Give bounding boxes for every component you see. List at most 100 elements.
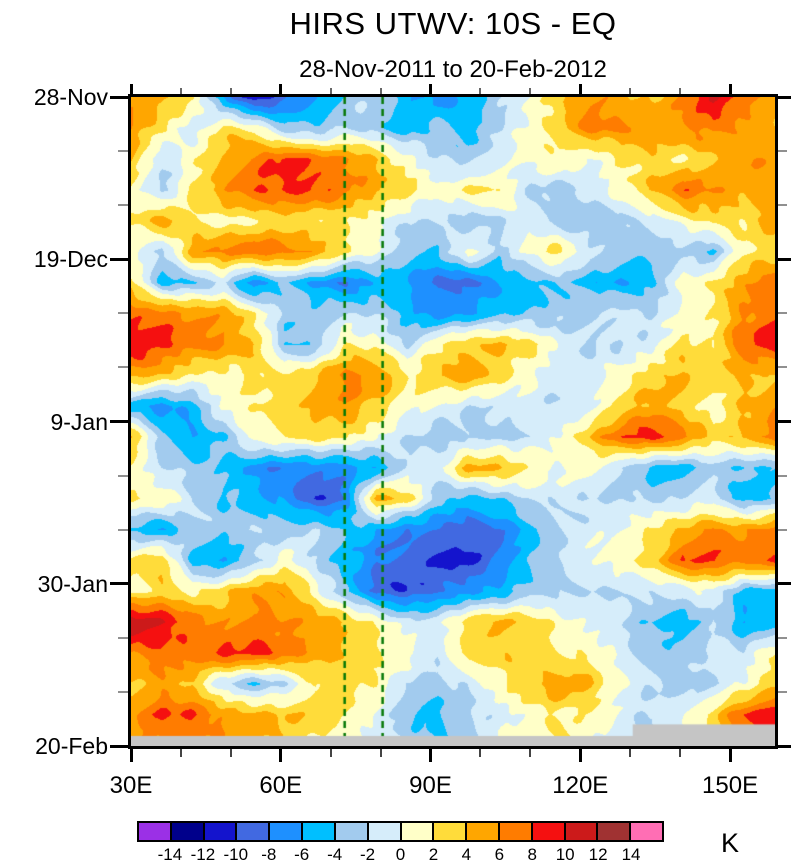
- y-minor-tick: [118, 474, 128, 477]
- y-minor-tick: [118, 150, 128, 153]
- colorbar-tick-label: -6: [294, 845, 310, 863]
- colorbar-tick-label: -4: [327, 845, 343, 863]
- y-tick-label: 30-Jan: [37, 570, 108, 597]
- x-minor-tick-top: [229, 88, 232, 94]
- y-minor-tick-right: [778, 690, 787, 693]
- heatmap-canvas: [131, 97, 775, 746]
- colorbar-cell: [335, 823, 369, 840]
- x-major-tick-top: [578, 84, 582, 94]
- x-minor-tick-top: [179, 88, 182, 94]
- x-major-tick: [279, 749, 283, 762]
- y-minor-tick: [118, 312, 128, 315]
- colorbar-tick-label: 12: [588, 845, 608, 863]
- x-major-tick: [429, 749, 433, 762]
- colorbar-cell: [270, 823, 304, 840]
- y-minor-tick-right: [778, 528, 787, 531]
- y-tick-label: 28-Nov: [33, 84, 108, 110]
- colorbar-tick-label: 14: [621, 845, 641, 863]
- y-minor-tick: [118, 366, 128, 369]
- x-minor-tick: [229, 749, 232, 757]
- x-minor-tick: [629, 749, 632, 757]
- y-major-tick-right: [778, 257, 791, 261]
- x-major-tick: [578, 749, 582, 762]
- y-major-tick-right: [778, 582, 791, 586]
- colorbar-unit-label: K: [720, 828, 739, 858]
- x-tick-label: 60E: [259, 772, 303, 799]
- y-minor-tick-right: [778, 636, 787, 639]
- y-minor-tick-right: [778, 150, 787, 153]
- x-minor-tick-top: [529, 88, 532, 94]
- x-minor-tick: [479, 749, 482, 757]
- colorbar-tick-label: -10: [223, 845, 249, 863]
- colorbar-cell: [171, 823, 205, 840]
- plot-frame: [128, 94, 778, 749]
- x-minor-tick-top: [629, 88, 632, 94]
- chart-subtitle: 28-Nov-2011 to 20-Feb-2012: [299, 56, 607, 83]
- x-major-tick-top: [129, 84, 133, 94]
- colorbar-tick-label: -14: [157, 845, 183, 863]
- x-tick-label: 30E: [109, 772, 153, 799]
- x-major-tick-top: [429, 84, 433, 94]
- y-minor-tick: [118, 690, 128, 693]
- colorbar-tick-label: 6: [494, 845, 505, 863]
- x-minor-tick: [379, 749, 382, 757]
- x-minor-tick-top: [479, 88, 482, 94]
- x-minor-tick: [179, 749, 182, 757]
- y-minor-tick: [118, 204, 128, 207]
- colorbar-cell: [368, 823, 402, 840]
- colorbar-cell: [434, 823, 468, 840]
- y-minor-tick-right: [778, 366, 787, 369]
- x-minor-tick-top: [379, 88, 382, 94]
- colorbar-cell: [303, 823, 336, 840]
- colorbar-cell: [139, 823, 172, 840]
- colorbar-tick-label: -12: [190, 845, 216, 863]
- colorbar-tick-label: -2: [360, 845, 376, 863]
- y-minor-tick-right: [778, 474, 787, 477]
- y-tick-label: 20-Feb: [35, 733, 108, 759]
- colorbar-cell: [401, 823, 435, 840]
- colorbar: [137, 821, 664, 842]
- y-tick-label: 9-Jan: [50, 408, 108, 435]
- x-tick-label: 120E: [552, 772, 609, 799]
- y-major-tick: [110, 744, 128, 748]
- x-tick-label: 150E: [702, 772, 759, 799]
- x-major-tick: [129, 749, 133, 762]
- y-tick-label: 19-Dec: [33, 246, 108, 273]
- colorbar-cell: [631, 823, 662, 840]
- colorbar-cell: [532, 823, 566, 840]
- colorbar-cell: [598, 823, 632, 840]
- y-major-tick-right: [778, 744, 791, 748]
- y-minor-tick: [118, 636, 128, 639]
- x-major-tick: [728, 749, 732, 762]
- y-major-tick-right: [778, 95, 791, 99]
- colorbar-cell: [499, 823, 533, 840]
- x-minor-tick-top: [329, 88, 332, 94]
- colorbar-tick-label: 0: [395, 845, 406, 863]
- y-major-tick: [110, 257, 128, 261]
- colorbar-tick-label: 8: [527, 845, 537, 863]
- x-minor-tick: [679, 749, 682, 757]
- colorbar-cell: [204, 823, 238, 840]
- x-tick-label: 90E: [409, 772, 452, 799]
- x-minor-tick: [529, 749, 532, 757]
- x-minor-tick-top: [679, 88, 682, 94]
- y-major-tick-right: [778, 420, 791, 423]
- colorbar-tick-label: 10: [555, 845, 575, 863]
- x-major-tick-top: [728, 84, 732, 94]
- y-minor-tick: [118, 528, 128, 531]
- colorbar-cell: [565, 823, 599, 840]
- colorbar-cell: [467, 823, 500, 840]
- x-minor-tick: [329, 749, 332, 757]
- chart-title: HIRS UTWV: 10S - EQ: [289, 6, 617, 41]
- colorbar-cell: [237, 823, 271, 840]
- y-minor-tick-right: [778, 312, 787, 315]
- colorbar-tick-label: 2: [428, 845, 439, 863]
- x-major-tick-top: [279, 84, 283, 94]
- y-minor-tick-right: [778, 204, 787, 207]
- colorbar-tick-label: -8: [261, 845, 277, 863]
- y-major-tick: [110, 420, 128, 423]
- y-major-tick: [110, 95, 128, 99]
- colorbar-tick-label: 4: [461, 845, 472, 863]
- y-major-tick: [110, 582, 128, 586]
